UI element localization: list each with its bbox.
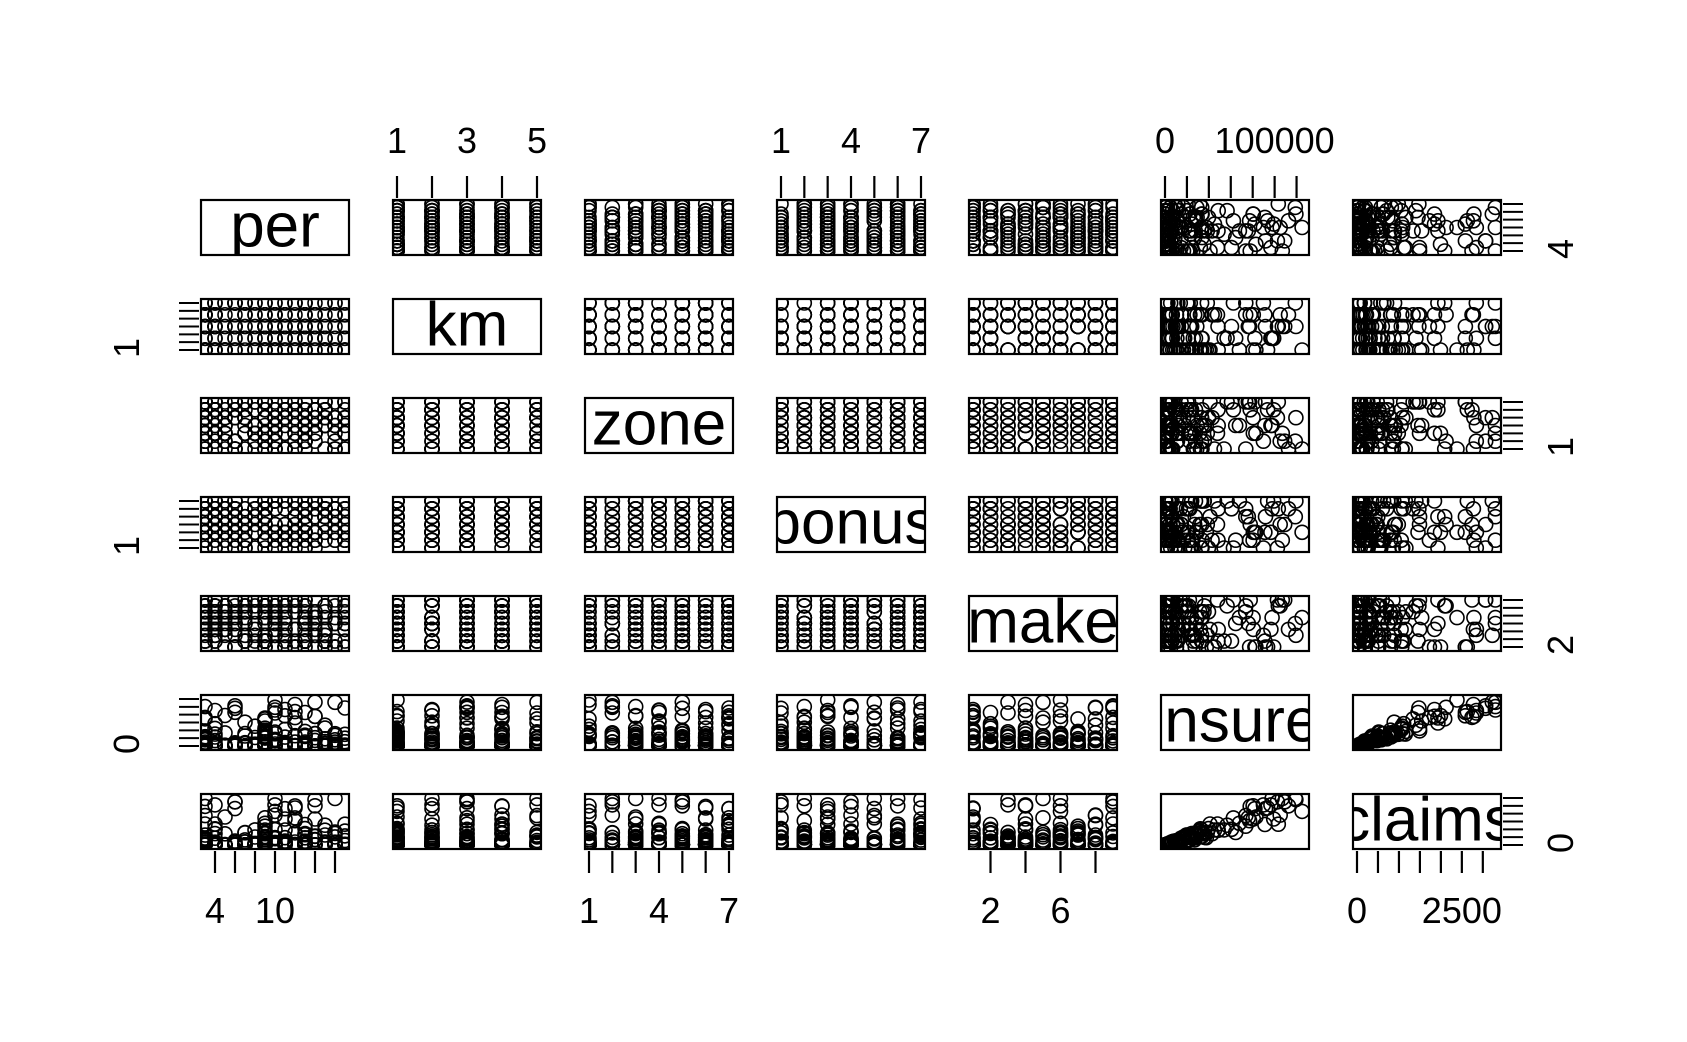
point: [308, 434, 322, 448]
point: [629, 241, 643, 255]
panel-km-vs-zone: [582, 296, 736, 357]
point: [1469, 419, 1483, 433]
variable-label-per: per: [230, 192, 320, 261]
point: [1211, 426, 1225, 440]
point: [1479, 434, 1493, 448]
panel-km-vs-claims: [1350, 296, 1502, 357]
panel-km-vs-make: [966, 296, 1120, 357]
point: [1413, 241, 1427, 255]
point: [1415, 224, 1429, 238]
panel-bonus-vs-km: [390, 494, 544, 555]
panel-km-vs-insure: [1158, 296, 1309, 357]
panel-zone-vs-per: [198, 395, 352, 456]
panel-bonus-vs-per: [198, 494, 352, 555]
panel-per-vs-per: per: [201, 192, 349, 261]
point: [1001, 207, 1015, 221]
variable-label-zone: zone: [592, 390, 726, 459]
point: [1220, 204, 1234, 218]
point: [1220, 331, 1234, 345]
panel-zone-vs-make: [966, 395, 1120, 456]
panel-km-vs-per: [198, 296, 352, 357]
point: [1232, 419, 1246, 433]
point: [1267, 403, 1281, 417]
point: [328, 502, 342, 516]
panel-zone-vs-claims: [1350, 395, 1502, 456]
point: [318, 533, 332, 547]
point: [1411, 419, 1425, 433]
panel-km-vs-bonus: [774, 296, 928, 357]
panel-per-vs-bonus: [774, 197, 928, 258]
point: [1054, 221, 1068, 235]
panel-zone-vs-zone: zone: [585, 390, 733, 459]
panel-per-vs-claims: [1350, 197, 1502, 258]
panel-zone-vs-insure: [1158, 395, 1309, 456]
point: [1479, 234, 1493, 248]
point: [1229, 419, 1243, 433]
point: [1295, 221, 1309, 235]
panel-km-vs-km: km: [393, 291, 541, 360]
point: [1261, 403, 1275, 417]
point: [308, 403, 322, 417]
point: [228, 411, 242, 425]
point: [605, 210, 619, 224]
point: [1256, 434, 1270, 448]
point: [1226, 214, 1240, 228]
point: [1243, 403, 1257, 417]
point: [844, 200, 858, 214]
point: [984, 227, 998, 241]
variable-label-km: km: [426, 291, 509, 360]
point: [984, 241, 998, 255]
panel-zone-vs-km: [390, 395, 544, 456]
point: [1428, 403, 1442, 417]
panel-per-vs-make: [966, 197, 1120, 258]
panel-per-vs-zone: [582, 197, 736, 258]
panel-zone-vs-bonus: [774, 395, 928, 456]
point: [1289, 411, 1303, 425]
panel-per-vs-km: [390, 197, 544, 258]
point: [1469, 241, 1483, 255]
panel-per-vs-insure: [1158, 197, 1309, 258]
point: [1450, 221, 1464, 235]
